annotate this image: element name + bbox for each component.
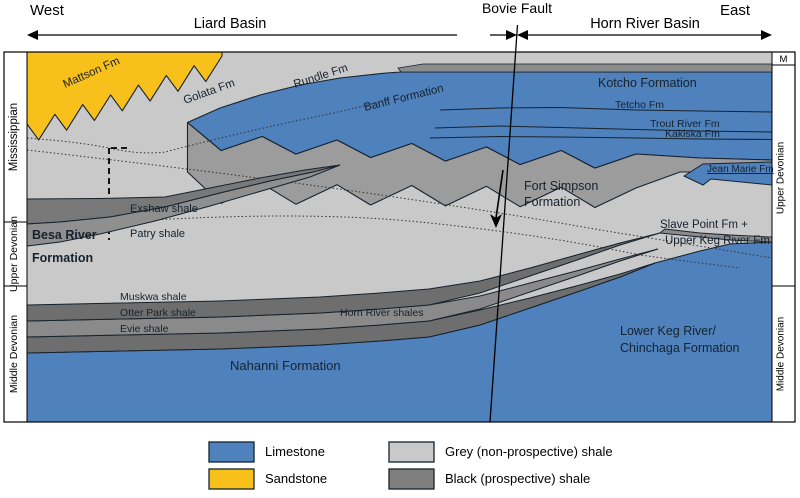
svg-text:Slave Point Fm +: Slave Point Fm +	[660, 219, 748, 231]
svg-text:Limestone: Limestone	[265, 444, 325, 459]
svg-text:Formation: Formation	[32, 251, 93, 265]
svg-text:Nahanni Formation: Nahanni Formation	[230, 358, 341, 373]
svg-text:Horn River shales: Horn River shales	[340, 307, 423, 319]
svg-text:Upper Devonian: Upper Devonian	[8, 216, 20, 292]
svg-text:Formation: Formation	[524, 195, 580, 209]
svg-text:Chinchaga Formation: Chinchaga Formation	[620, 341, 740, 355]
svg-text:Muskwa shale: Muskwa shale	[120, 291, 187, 303]
svg-text:Upper Keg River Fm: Upper Keg River Fm	[665, 235, 770, 247]
svg-text:Grey (non-prospective) shale: Grey (non-prospective) shale	[445, 444, 613, 459]
svg-text:Mississippian: Mississippian	[8, 103, 20, 171]
svg-text:Fort Simpson: Fort Simpson	[524, 179, 598, 193]
svg-text:Kakiska Fm: Kakiska Fm	[665, 128, 720, 140]
svg-text:Black (prospective) shale: Black (prospective) shale	[445, 471, 590, 486]
svg-text:M: M	[780, 54, 788, 65]
svg-text:Middle Devonian: Middle Devonian	[776, 317, 787, 392]
svg-text:Horn River Basin: Horn River Basin	[590, 16, 700, 32]
svg-text:Patry shale: Patry shale	[130, 228, 185, 240]
svg-text:East: East	[720, 2, 751, 19]
svg-text:Otter Park shale: Otter Park shale	[120, 307, 196, 319]
svg-text:Sandstone: Sandstone	[265, 471, 327, 486]
svg-text:Bovie Fault: Bovie Fault	[482, 0, 552, 16]
svg-text:Lower Keg River/: Lower Keg River/	[620, 324, 716, 338]
svg-text:Middle Devonian: Middle Devonian	[8, 315, 20, 393]
svg-text:Besa River: Besa River	[32, 228, 97, 242]
svg-text:Kotcho Formation: Kotcho Formation	[598, 76, 697, 90]
svg-text:Upper Devonian: Upper Devonian	[776, 142, 787, 214]
svg-text:Tetcho Fm: Tetcho Fm	[615, 99, 664, 111]
svg-text:Exshaw shale: Exshaw shale	[130, 203, 198, 215]
svg-text:Evie shale: Evie shale	[120, 323, 169, 335]
svg-text:Jean Marie Fm: Jean Marie Fm	[707, 164, 774, 175]
svg-text:Liard Basin: Liard Basin	[194, 16, 267, 32]
svg-text:West: West	[30, 2, 65, 19]
